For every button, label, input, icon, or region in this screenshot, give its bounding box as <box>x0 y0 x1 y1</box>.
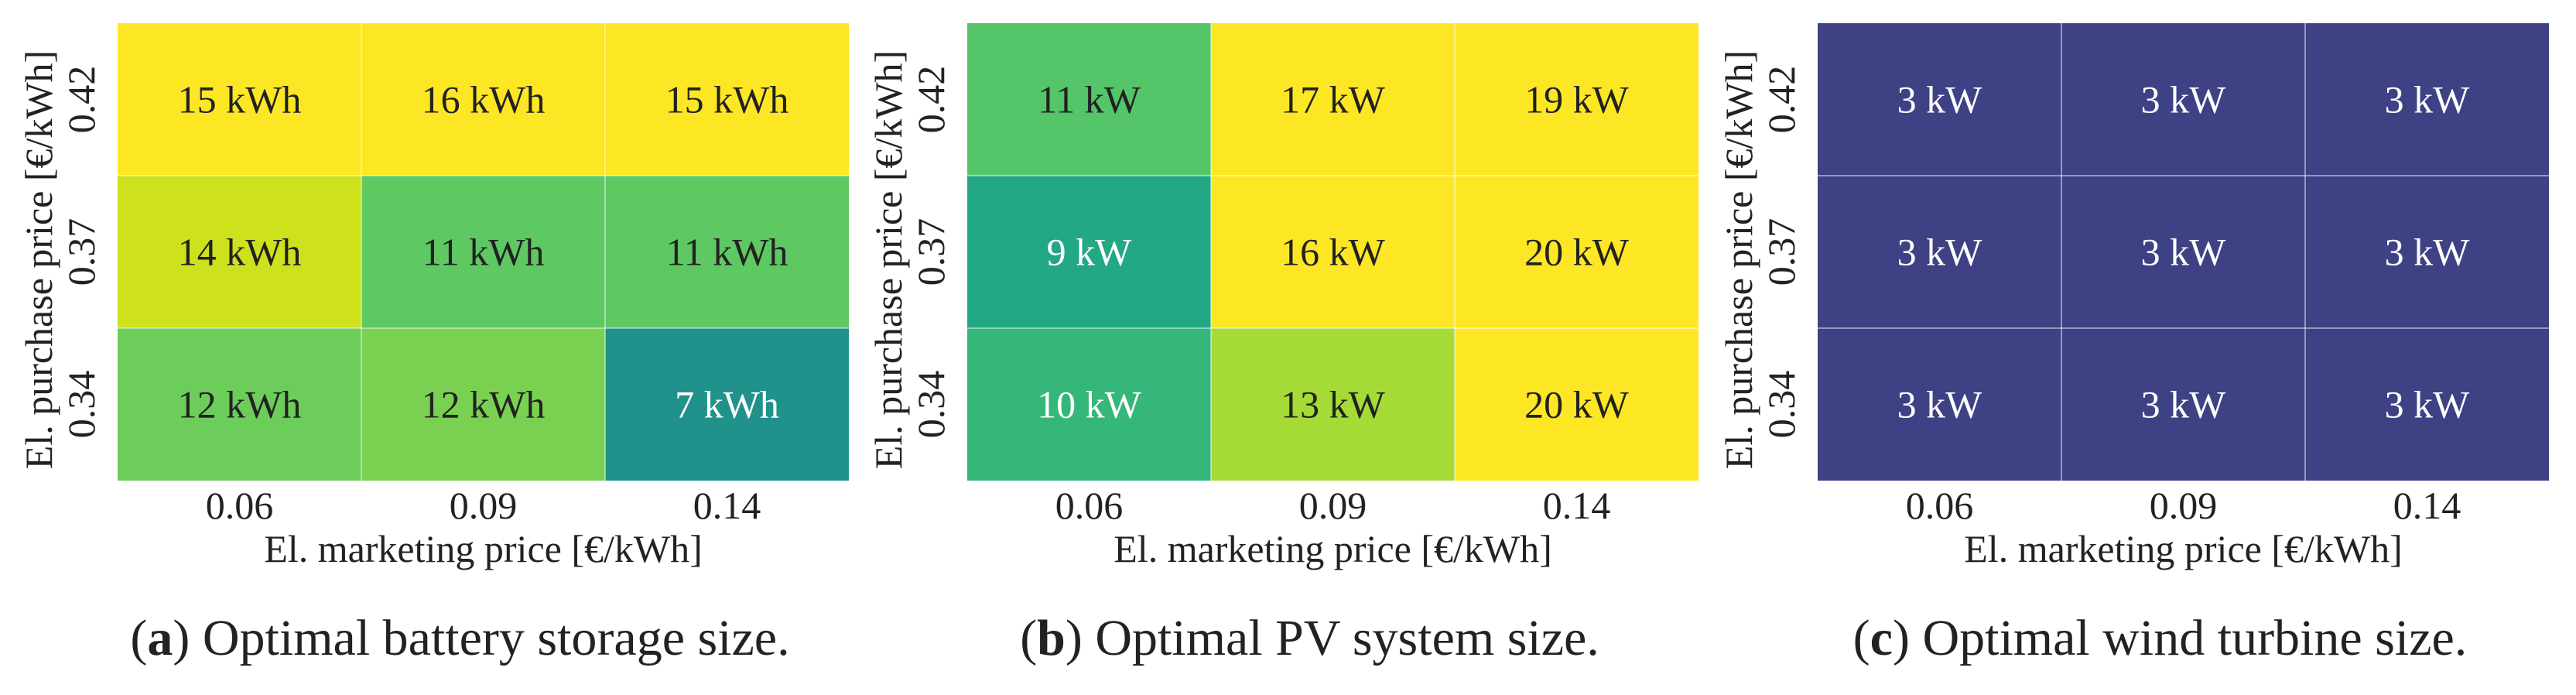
y-tick-label: 0.42 <box>909 66 953 134</box>
x-tick-label: 0.06 <box>1055 484 1124 527</box>
heatmap-cell <box>605 23 849 176</box>
y-tick-label: 0.37 <box>1760 218 1803 286</box>
heatmap-cell <box>2305 328 2549 481</box>
y-tick-label: 0.34 <box>60 371 103 439</box>
x-tick-label: 0.06 <box>206 484 274 527</box>
caption-paren-open: ( <box>130 610 147 666</box>
heatmap-cell <box>2305 176 2549 328</box>
y-tick-label: 0.34 <box>909 371 953 439</box>
cell-value-label: 10 kW <box>1037 383 1142 426</box>
panel-caption: (b) Optimal PV system size. <box>1020 610 1599 666</box>
heatmap-cell <box>1211 176 1455 328</box>
cell-value-label: 3 kW <box>1897 231 1983 274</box>
x-tick-label: 0.14 <box>693 484 761 527</box>
heatmap-cell <box>1818 23 2061 176</box>
heatmap-panel-c: 3 kW 3 kW 3 kW 3 kW 3 kW 3 kW 3 kW 3 kW 3 kW 0.06… <box>1717 23 2549 666</box>
heatmap-cell <box>1455 23 1699 176</box>
cell-value-label: 16 kWh <box>422 78 546 122</box>
caption-paren-close: ) <box>1066 610 1083 666</box>
heatmap-cell <box>118 23 361 176</box>
x-tick-label: 0.09 <box>1299 484 1367 527</box>
y-tick-label: 0.34 <box>1760 371 1803 439</box>
heatmap-cell <box>1455 328 1699 481</box>
cell-value-label: 16 kW <box>1281 231 1386 274</box>
cell-value-label: 3 kW <box>2385 78 2471 122</box>
x-tick-label: 0.14 <box>1543 484 1611 527</box>
cell-value-label: 3 kW <box>2385 383 2471 426</box>
panel-caption: (a) Optimal battery storage size. <box>130 610 789 666</box>
cell-value-label: 3 kW <box>1897 78 1983 122</box>
y-tick-label: 0.37 <box>60 218 103 286</box>
y-tick-label: 0.42 <box>1760 66 1803 134</box>
heatmap-cell <box>1211 328 1455 481</box>
heatmap-cell <box>2305 23 2549 176</box>
caption-panel-label: a <box>147 610 173 666</box>
heatmap-panel-b: 11 kW 17 kW 19 kW 9 kW 16 kW 20 kW 10 kW 13 kW 2… <box>867 23 1699 666</box>
y-axis-label: El. purchase price [€/kWh] <box>17 50 60 469</box>
heatmap-cell <box>1455 176 1699 328</box>
heatmap-cell <box>1818 176 2061 328</box>
cell-value-label: 11 kWh <box>422 231 545 274</box>
x-tick-label: 0.09 <box>450 484 518 527</box>
cell-value-label: 12 kWh <box>178 383 302 426</box>
cell-value-label: 11 kWh <box>666 231 789 274</box>
caption-text: Optimal PV system size. <box>1083 610 1599 666</box>
x-tick-label: 0.06 <box>1906 484 1974 527</box>
caption-paren-close: ) <box>1893 610 1910 666</box>
caption-panel-label: c <box>1870 610 1893 666</box>
cell-value-label: 3 kW <box>1897 383 1983 426</box>
cell-value-label: 3 kW <box>2385 231 2471 274</box>
cell-value-label: 20 kW <box>1524 383 1630 426</box>
caption-paren-open: ( <box>1020 610 1037 666</box>
y-tick-label: 0.37 <box>909 218 953 286</box>
y-tick-label: 0.42 <box>60 66 103 134</box>
caption-text: Optimal wind turbine size. <box>1910 610 2467 666</box>
cell-value-label: 19 kW <box>1524 78 1630 122</box>
cell-value-label: 15 kWh <box>178 78 302 122</box>
heatmap-cell <box>118 176 361 328</box>
heatmap-cell <box>361 23 605 176</box>
heatmap-cell <box>118 328 361 481</box>
x-axis-label: El. marketing price [€/kWh] <box>1964 527 2402 570</box>
caption-paren-close: ) <box>173 610 190 666</box>
heatmap-cell <box>967 328 1211 481</box>
heatmap-cell <box>2061 23 2305 176</box>
heatmap-cell <box>361 328 605 481</box>
cell-value-label: 11 kW <box>1038 78 1141 122</box>
panel-caption: (c) Optimal wind turbine size. <box>1853 610 2468 666</box>
cell-value-label: 15 kWh <box>665 78 789 122</box>
x-tick-label: 0.14 <box>2393 484 2461 527</box>
heatmap-cell <box>361 176 605 328</box>
heatmap-cell <box>1211 23 1455 176</box>
heatmap-cell <box>967 23 1211 176</box>
heatmap-cell <box>605 176 849 328</box>
caption-paren-open: ( <box>1853 610 1870 666</box>
heatmap-cell <box>967 176 1211 328</box>
caption-text: Optimal battery storage size. <box>190 610 789 666</box>
cell-value-label: 12 kWh <box>422 383 546 426</box>
cell-value-label: 13 kW <box>1281 383 1386 426</box>
caption-panel-label: b <box>1037 610 1066 666</box>
heatmap-cell <box>605 328 849 481</box>
y-axis-label: El. purchase price [€/kWh] <box>867 50 910 469</box>
cell-value-label: 20 kW <box>1524 231 1630 274</box>
heatmap-cell <box>2061 176 2305 328</box>
heatmap-cell <box>2061 328 2305 481</box>
cell-value-label: 3 kW <box>2141 231 2227 274</box>
x-axis-label: El. marketing price [€/kWh] <box>264 527 702 570</box>
cell-value-label: 14 kWh <box>178 231 302 274</box>
cell-value-label: 3 kW <box>2141 78 2227 122</box>
heatmap-cell <box>1818 328 2061 481</box>
y-axis-label: El. purchase price [€/kWh] <box>1717 50 1760 469</box>
cell-value-label: 17 kW <box>1281 78 1386 122</box>
x-axis-label: El. marketing price [€/kWh] <box>1114 527 1551 570</box>
x-tick-label: 0.09 <box>2150 484 2218 527</box>
cell-value-label: 9 kW <box>1047 231 1133 274</box>
cell-value-label: 7 kWh <box>675 383 779 426</box>
cell-value-label: 3 kW <box>2141 383 2227 426</box>
heatmap-panel-a: 15 kWh 16 kWh 15 kWh 14 kWh 11 kWh 11 kWh 12 k… <box>17 23 849 666</box>
